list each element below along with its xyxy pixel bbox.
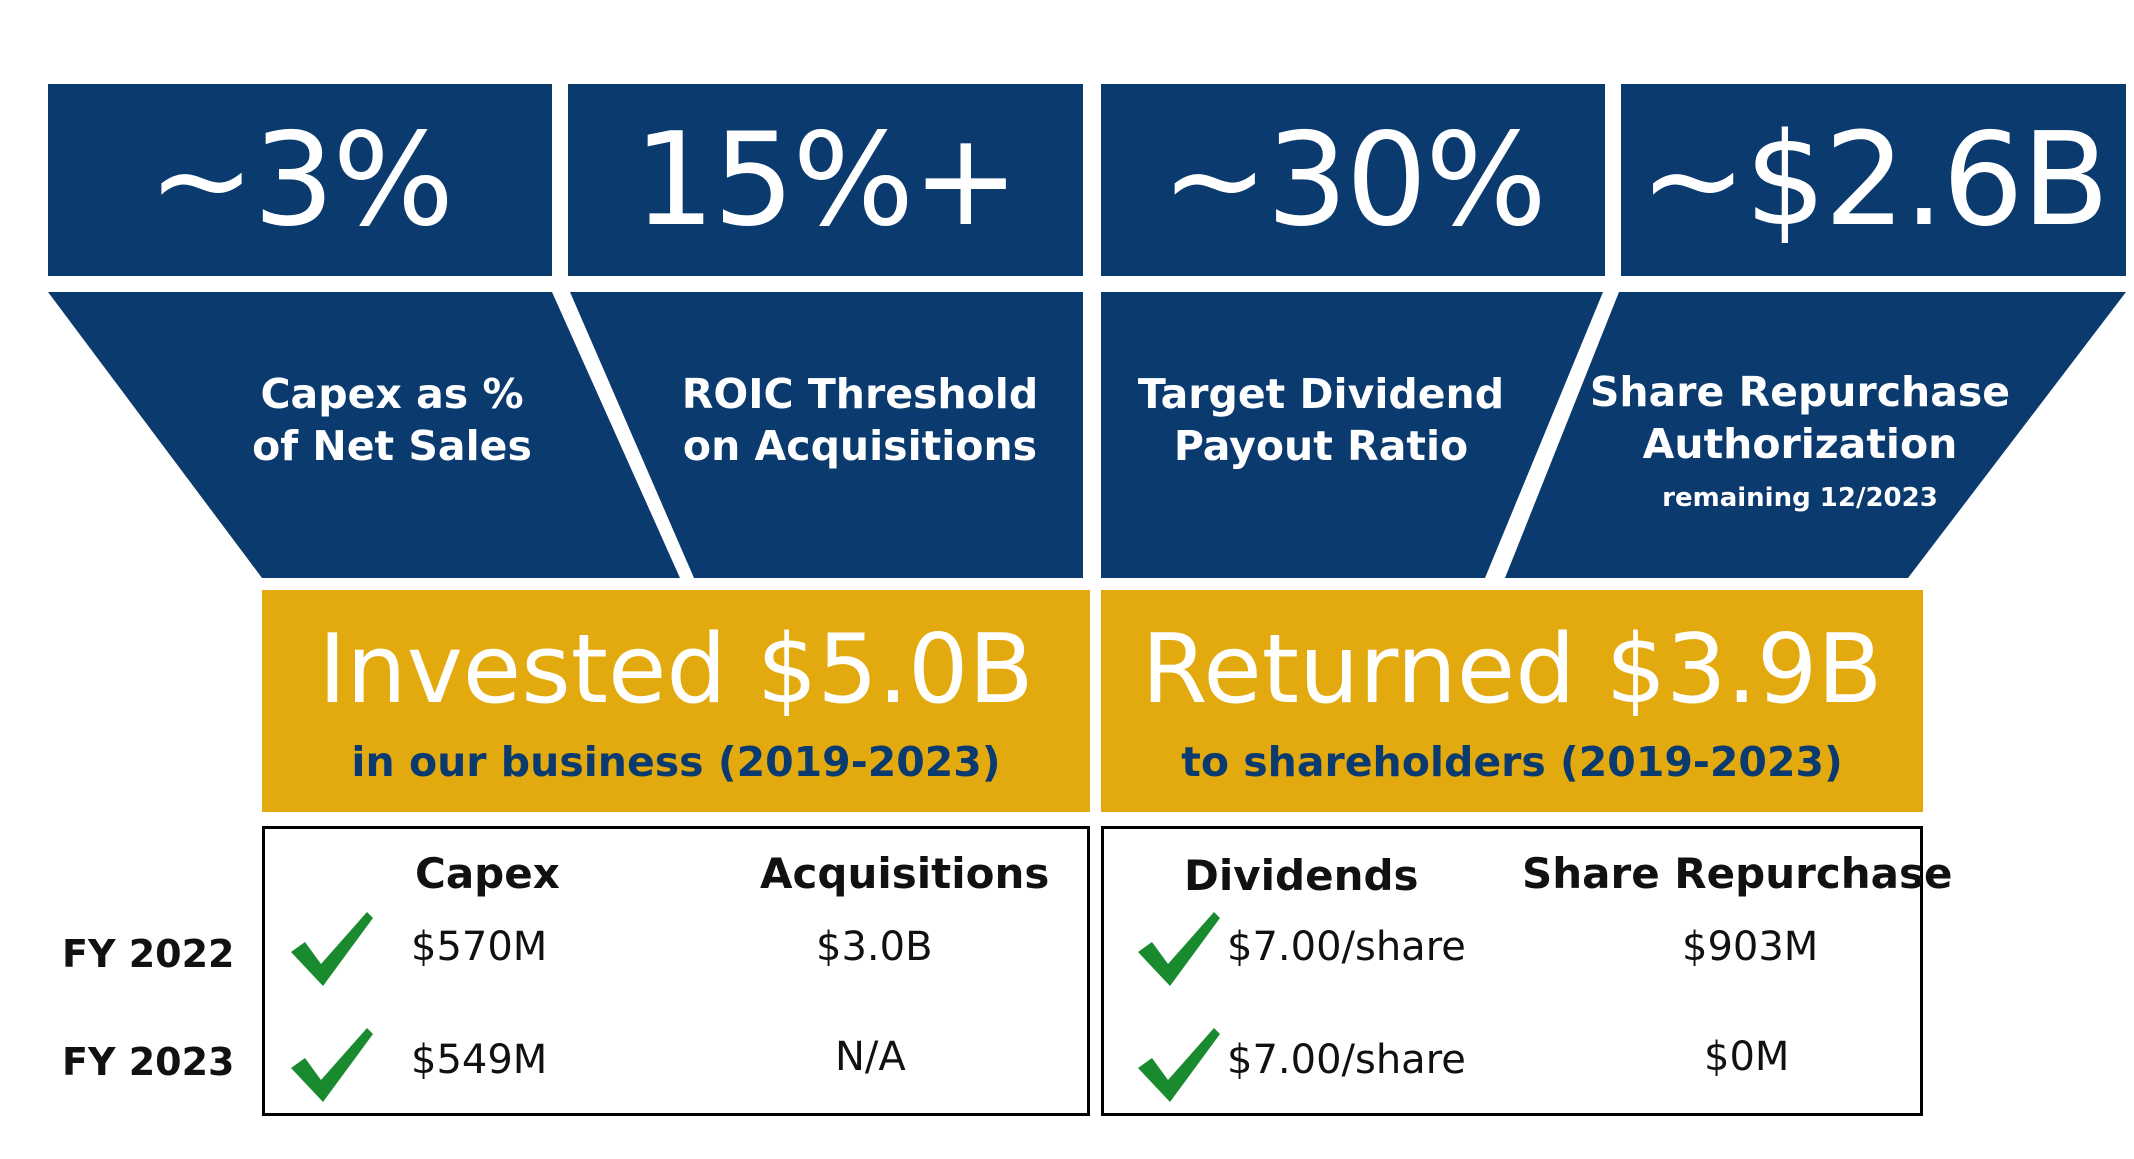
label-dividend-line1: Target Dividend: [1137, 370, 1505, 418]
label-dividend-line2: Payout Ratio: [1173, 422, 1469, 470]
returned-table: Dividends Share Repurchase $7.00/share $…: [1101, 826, 1952, 1116]
returned-subline: to shareholders (2019-2023): [1181, 738, 1843, 786]
funnel-segment-dividend: [1101, 292, 1603, 578]
funnel-segment-repurchase: [1505, 292, 2126, 578]
label-roic: ROIC Threshold on Acquisitions: [600, 368, 1120, 472]
checkmark-icon: [291, 1028, 373, 1102]
label-roic-line2: on Acquisitions: [682, 422, 1038, 470]
capex-fy2022: $570M: [411, 924, 548, 970]
dividends-fy2023: $7.00/share: [1227, 1037, 1466, 1083]
header-acquisitions: Acquisitions: [760, 849, 1050, 898]
label-repurchase-line2: Authorization: [1642, 420, 1958, 468]
header-capex: Capex: [415, 849, 560, 898]
year-label-2023: FY 2023: [62, 1040, 235, 1084]
invested-panel: Invested $5.0B in our business (2019-202…: [262, 590, 1090, 812]
stat-repurchase-value: ~$2.6B: [1621, 84, 2126, 276]
funnel-segment-roic: [570, 292, 1083, 578]
repurchase-fy2022: $903M: [1682, 924, 1819, 970]
returned-headline: Returned $3.9B: [1141, 615, 1883, 725]
label-roic-line1: ROIC Threshold: [681, 370, 1039, 418]
invested-table: Capex Acquisitions $570M $3.0B $549M N/A: [262, 826, 1090, 1116]
checkmark-icon: [1138, 912, 1220, 986]
label-repurchase-note: remaining 12/2023: [1662, 483, 1938, 513]
label-capex-line1: Capex as %: [260, 370, 524, 418]
year-label-2022: FY 2022: [62, 932, 235, 976]
dividends-fy2022: $7.00/share: [1227, 924, 1466, 970]
label-capex: Capex as % of Net Sales: [132, 368, 652, 472]
header-dividends: Dividends: [1184, 851, 1419, 900]
funnel-segment-capex: [48, 292, 680, 578]
checkmark-icon: [291, 912, 373, 986]
label-repurchase: Share Repurchase Authorization remaining…: [1540, 366, 2060, 518]
acquisitions-fy2023: N/A: [835, 1034, 906, 1080]
returned-panel: Returned $3.9B to shareholders (2019-202…: [1101, 590, 1923, 812]
repurchase-fy2023: $0M: [1704, 1034, 1790, 1080]
label-dividend: Target Dividend Payout Ratio: [1061, 368, 1581, 472]
header-share-repurchase: Share Repurchase: [1522, 849, 1953, 898]
invested-headline: Invested $5.0B: [318, 615, 1034, 725]
checkmark-icon: [1138, 1028, 1220, 1102]
stat-dividend-value: ~30%: [1101, 84, 1605, 276]
stat-capex-value: ~3%: [48, 84, 552, 276]
acquisitions-fy2022: $3.0B: [816, 924, 933, 970]
label-repurchase-line1: Share Repurchase: [1589, 368, 2011, 416]
label-capex-line2: of Net Sales: [252, 422, 532, 470]
capex-fy2023: $549M: [411, 1037, 548, 1083]
stat-roic-value: 15%+: [568, 84, 1083, 276]
invested-subline: in our business (2019-2023): [351, 738, 1001, 786]
